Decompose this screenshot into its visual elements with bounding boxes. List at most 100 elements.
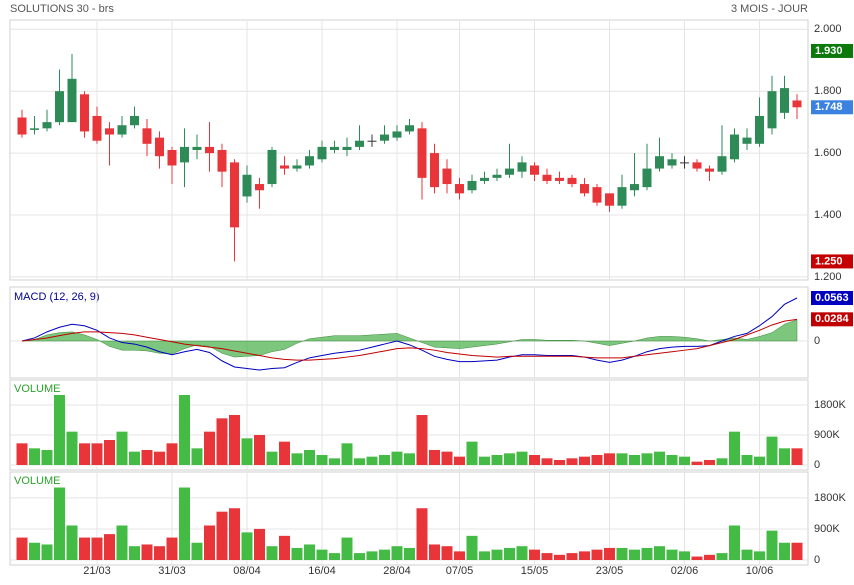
volume-bar xyxy=(366,456,378,465)
volume-bar xyxy=(141,544,153,560)
candle-body xyxy=(367,140,377,142)
candle-body xyxy=(442,168,452,185)
volume-bar xyxy=(241,532,253,560)
volume-bar xyxy=(116,431,128,465)
volume-bar xyxy=(354,553,365,560)
price-label: 1.748 xyxy=(815,101,843,113)
y-tick-label: 0 xyxy=(814,459,820,471)
x-tick-label: 31/03 xyxy=(158,565,186,577)
volume-bar xyxy=(666,455,678,465)
volume-bar xyxy=(129,546,140,560)
price-label-box xyxy=(811,254,853,269)
volume-bar xyxy=(716,553,728,560)
candle-body xyxy=(792,100,802,108)
volume-bar xyxy=(516,546,528,560)
candle-body xyxy=(680,162,689,164)
candle-body xyxy=(380,134,389,141)
volume-bar xyxy=(329,458,340,465)
volume-bar xyxy=(291,453,303,465)
volume-bar xyxy=(729,525,740,560)
candle-body xyxy=(492,174,502,178)
volume-bar xyxy=(216,418,228,465)
volume-bar xyxy=(491,455,503,465)
volume-bar xyxy=(366,551,378,560)
candle-body xyxy=(605,193,614,206)
candle-body xyxy=(142,128,152,144)
volume-bar xyxy=(504,453,515,465)
candle-body xyxy=(505,168,514,175)
candle-body xyxy=(17,117,27,135)
volume-bar xyxy=(166,537,178,560)
candle-body xyxy=(592,187,602,203)
candle-body xyxy=(455,184,464,194)
candle-body xyxy=(292,165,302,169)
volume-bar xyxy=(91,443,103,465)
candle-body xyxy=(730,134,739,160)
volume-bar xyxy=(604,547,615,560)
volume-bar xyxy=(516,451,528,465)
candle-body xyxy=(767,91,777,129)
candle-body xyxy=(342,146,352,150)
volume-bar xyxy=(29,542,40,560)
price-label-box xyxy=(811,100,853,115)
volume-bar xyxy=(479,551,490,560)
volume-bar xyxy=(304,544,315,560)
volume-bar xyxy=(616,453,628,465)
macd-panel xyxy=(9,286,809,379)
volume-bar xyxy=(391,546,403,560)
candle-body xyxy=(242,174,252,197)
volume-bar xyxy=(579,456,590,465)
volume-bar xyxy=(41,450,53,465)
volume-bar xyxy=(691,461,703,465)
volume-bar xyxy=(641,453,653,465)
volume-bar xyxy=(341,537,353,560)
candle-body xyxy=(717,156,727,172)
macd-histogram xyxy=(21,319,798,358)
volume-bar xyxy=(529,549,540,560)
volume-bar xyxy=(191,448,203,465)
y-tick-label: 900K xyxy=(814,523,840,535)
candle-body xyxy=(330,146,339,150)
macd-title: MACD (12, 26, 9) xyxy=(14,291,100,303)
candle-body xyxy=(430,153,439,188)
volume-bar xyxy=(741,455,753,465)
volume-bar xyxy=(704,460,715,465)
macd-label-box xyxy=(811,291,853,306)
volume-bar xyxy=(616,547,628,560)
volume-bar xyxy=(41,544,53,560)
volume-bar xyxy=(16,443,28,465)
y-tick-label: 1.800 xyxy=(814,85,842,97)
volume-bar xyxy=(54,487,65,560)
macd-line xyxy=(21,297,798,371)
candle-body xyxy=(555,177,564,181)
volume-bar xyxy=(679,551,690,560)
volume-bar xyxy=(116,525,128,560)
volume-bar xyxy=(304,450,315,465)
volume-bar xyxy=(629,549,640,560)
candle-body xyxy=(230,162,239,228)
volume-bar xyxy=(754,551,765,560)
candle-body xyxy=(480,177,489,181)
volume-bar xyxy=(579,551,590,560)
candle-body xyxy=(30,128,39,130)
volume-bar xyxy=(291,547,303,560)
volume-bar xyxy=(154,451,165,465)
volume-bar xyxy=(754,456,765,465)
volume-bar xyxy=(16,537,28,560)
volume-bar xyxy=(179,487,190,560)
volume-bar xyxy=(229,415,240,465)
volume-bar xyxy=(416,415,428,465)
volume-bar xyxy=(266,451,278,465)
volume-bar xyxy=(729,431,740,465)
price-label-box xyxy=(811,43,853,58)
candle-body xyxy=(467,180,477,191)
volume-bar xyxy=(641,547,653,560)
y-tick-label: 1.400 xyxy=(814,209,842,221)
candle-body xyxy=(92,115,102,141)
x-tick-label: 08/04 xyxy=(233,565,261,577)
candle-body xyxy=(705,168,714,172)
volume-bar xyxy=(179,395,190,465)
volume-panel xyxy=(9,471,809,566)
volume-bar xyxy=(541,458,553,465)
